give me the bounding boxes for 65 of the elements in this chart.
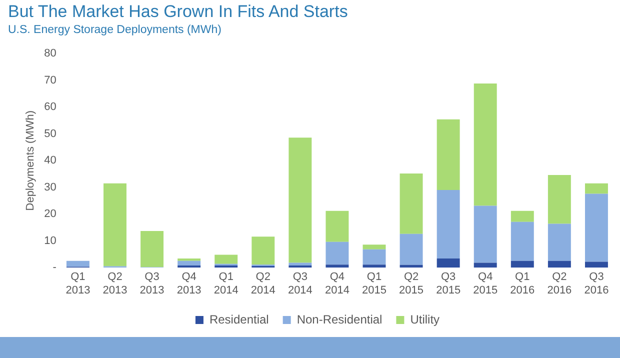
bar	[362, 264, 386, 268]
y-tick-label: -	[52, 262, 57, 274]
bar	[66, 260, 90, 267]
x-tick-label: Q3 2016	[584, 271, 609, 296]
chart-title: But The Market Has Grown In Fits And Starts	[8, 2, 348, 22]
bar	[326, 264, 349, 268]
bar	[510, 210, 534, 222]
y-tick-label: 40	[44, 154, 56, 167]
bar	[585, 262, 608, 268]
x-tick-label: Q1 2015	[362, 271, 386, 296]
bar	[104, 183, 126, 266]
y-axis-title: Deployments (MWh)	[24, 110, 37, 211]
x-tick-label: Q4 2015	[473, 271, 498, 296]
x-tick-label: Q2 2015	[399, 271, 424, 296]
x-tick-label: Q1 2013	[66, 271, 90, 296]
bar	[400, 173, 423, 234]
bar	[362, 244, 386, 250]
bar	[326, 210, 349, 242]
y-tick-label: 60	[44, 101, 56, 114]
x-tick-label: Q2 2016	[547, 271, 572, 296]
bar	[288, 262, 312, 266]
bar	[510, 260, 534, 268]
y-tick-label: 80	[44, 48, 56, 60]
legend-label: Non-Residential	[296, 312, 382, 326]
bar	[585, 194, 608, 262]
bar	[548, 224, 571, 261]
y-tick-label: 10	[44, 234, 56, 247]
y-tick-label: 20	[44, 208, 56, 220]
bar	[288, 265, 312, 268]
bar	[252, 236, 275, 265]
legend-label: Utility	[410, 312, 440, 326]
bar	[548, 175, 571, 224]
chart-subtitle: U.S. Energy Storage Deployments (MWh)	[8, 24, 222, 36]
bar	[436, 190, 460, 259]
bar	[214, 254, 238, 264]
x-tick-label: Q4 2013	[176, 271, 202, 296]
y-tick-label: 70	[44, 74, 56, 86]
bar	[474, 206, 497, 263]
bar	[288, 138, 312, 263]
bar	[178, 260, 201, 266]
x-tick-label: Q3 2014	[288, 271, 312, 296]
bar	[474, 262, 497, 268]
bar	[214, 265, 238, 268]
x-tick-label: Q3 2015	[436, 271, 461, 296]
bar	[400, 234, 423, 265]
bar	[585, 183, 608, 194]
bar	[510, 222, 534, 261]
x-tick-label: Q1 2016	[510, 271, 535, 296]
x-tick-label: Q1 2014	[214, 271, 238, 296]
bar	[436, 258, 460, 268]
x-tick-label: Q2 2013	[102, 271, 128, 296]
bar	[140, 230, 164, 268]
bar	[326, 242, 349, 265]
bar	[178, 265, 201, 268]
bar	[548, 260, 571, 268]
x-tick-label: Q2 2014	[250, 271, 276, 296]
bar	[400, 264, 423, 268]
bar	[474, 84, 497, 206]
y-tick-label: 50	[44, 128, 56, 140]
x-tick-label: Q3 2013	[140, 271, 164, 296]
legend-label: Residential	[209, 312, 269, 326]
bar	[436, 119, 460, 190]
y-tick-label: 30	[44, 181, 56, 194]
bar	[362, 249, 386, 265]
x-tick-label: Q4 2014	[324, 271, 350, 296]
